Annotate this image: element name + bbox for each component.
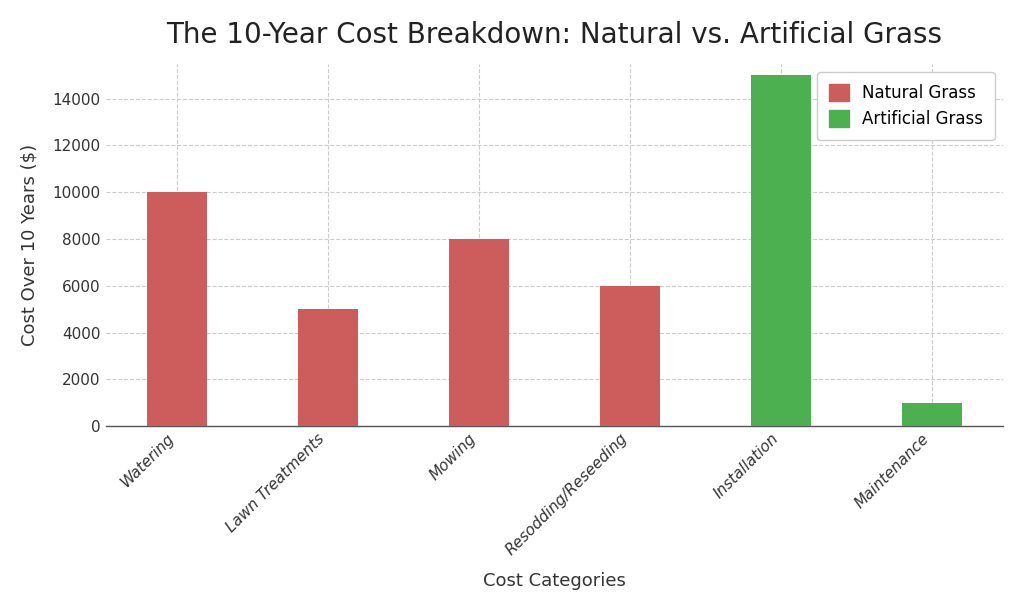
- Bar: [298, 309, 358, 426]
- Legend: Natural Grass, Artificial Grass: Natural Grass, Artificial Grass: [817, 72, 995, 140]
- X-axis label: Cost Categories: Cost Categories: [483, 572, 626, 590]
- Bar: [449, 239, 509, 426]
- Bar: [146, 192, 207, 426]
- Y-axis label: Cost Over 10 Years ($): Cost Over 10 Years ($): [20, 144, 39, 346]
- Bar: [902, 403, 963, 426]
- Bar: [751, 75, 811, 426]
- Bar: [600, 286, 660, 426]
- Title: The 10-Year Cost Breakdown: Natural vs. Artificial Grass: The 10-Year Cost Breakdown: Natural vs. …: [167, 21, 942, 49]
